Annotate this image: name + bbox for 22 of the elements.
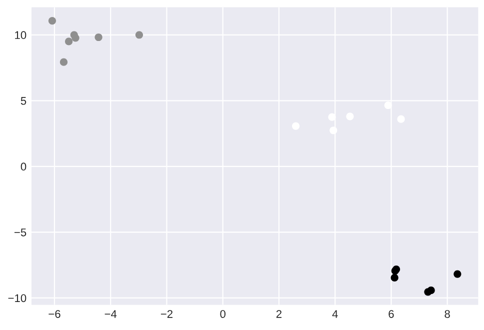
x-tick-label: 4 [332, 310, 338, 318]
point [60, 58, 68, 66]
y-tick-label: 0 [20, 162, 26, 171]
point [135, 31, 144, 39]
x-tick-label: 8 [444, 310, 450, 318]
point [454, 270, 462, 278]
x-tick-label: 6 [388, 310, 394, 318]
x-tick-label: −4 [104, 310, 117, 318]
point [72, 34, 80, 42]
x-tick-label: −6 [48, 310, 60, 318]
point [94, 33, 102, 42]
point [64, 38, 73, 46]
y-tick-label: −10 [8, 294, 26, 302]
point [390, 274, 398, 282]
x-tick-label: 2 [276, 310, 282, 318]
point [48, 17, 56, 25]
x-tick-label: 0 [220, 310, 226, 318]
y-tick-label: 10 [15, 31, 26, 40]
point [427, 286, 435, 294]
y-tick-label: −5 [14, 228, 26, 236]
x-tick-label: −2 [160, 310, 172, 318]
y-tick-label: 5 [20, 97, 26, 105]
